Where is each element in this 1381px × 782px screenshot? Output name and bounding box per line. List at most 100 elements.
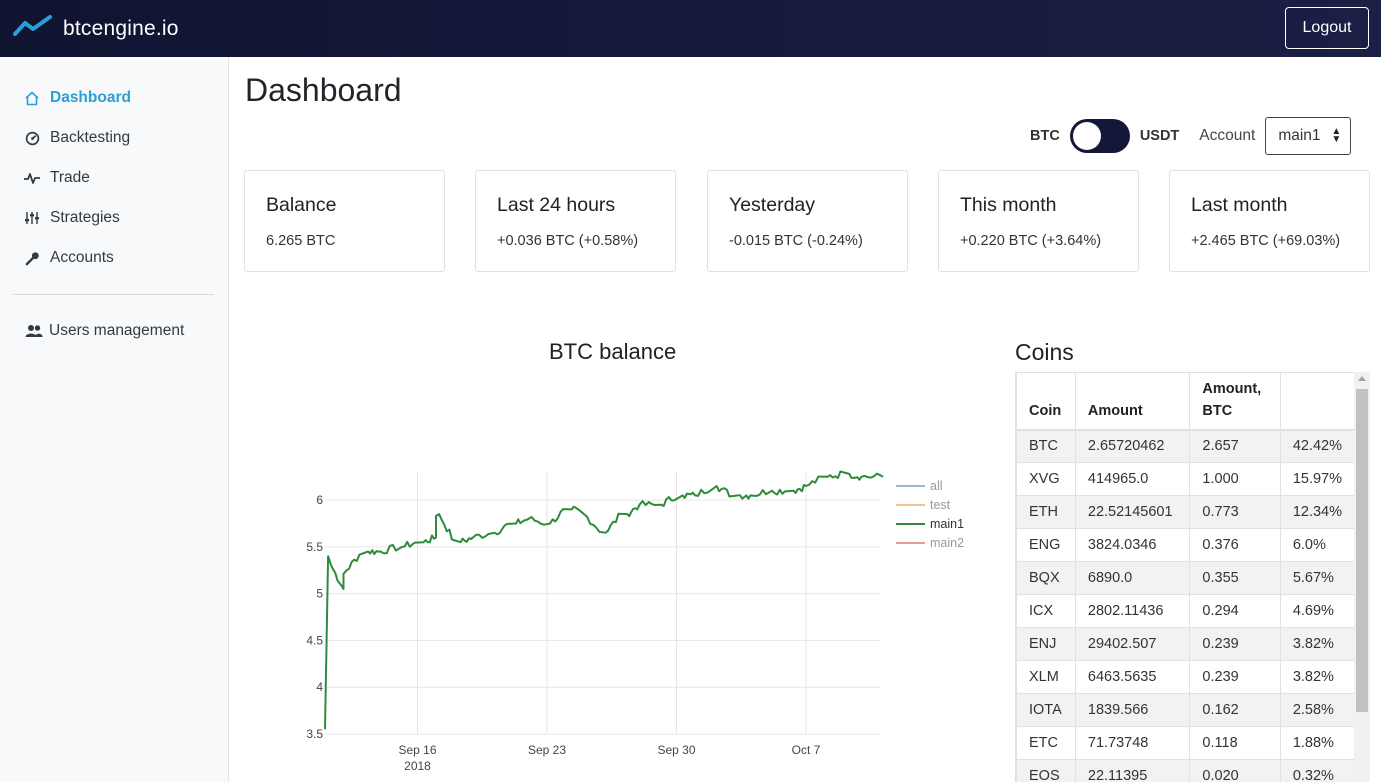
speedometer-icon: [22, 130, 42, 146]
coin-cell: ENJ: [1016, 627, 1076, 661]
table-row[interactable]: ICX 2802.11436 0.294 4.69%: [1016, 594, 1356, 628]
y-tick-label: 5: [316, 587, 323, 601]
coin-cell: ENG: [1016, 528, 1076, 562]
table-row[interactable]: IOTA 1839.566 0.162 2.58%: [1016, 693, 1356, 727]
amount-btc-cell: 0.020: [1189, 759, 1281, 782]
x-tick-label: Sep 23: [528, 743, 566, 757]
account-select[interactable]: main1 ▲ ▼: [1265, 117, 1352, 155]
card-title: Last month: [1191, 194, 1288, 216]
btc-balance-chart[interactable]: 3.5 4 4.5 5 5.5 6 Sep 16 2018 Sep 23 Sep 30 Oct 7 a…: [280, 460, 980, 782]
coin-cell: ETC: [1016, 726, 1076, 760]
sidebar-item-backtesting[interactable]: Backtesting: [22, 129, 130, 147]
share-cell: 5.67%: [1279, 561, 1356, 595]
legend-label-main2: main2: [930, 536, 964, 550]
amount-cell: 1839.566: [1074, 693, 1191, 727]
amount-cell: 22.11395: [1074, 759, 1191, 782]
amount-btc-cell: 0.355: [1189, 561, 1281, 595]
page-title: Dashboard: [245, 72, 402, 108]
y-tick-label: 4.5: [306, 633, 323, 647]
y-tick-label: 3.5: [306, 727, 323, 741]
amount-cell: 2.65720462: [1074, 429, 1191, 463]
coin-cell: XLM: [1016, 660, 1076, 694]
coins-title: Coins: [1015, 339, 1074, 365]
y-tick-label: 5.5: [306, 540, 323, 554]
coins-scrollbar[interactable]: [1354, 372, 1370, 782]
balance-card: Balance 6.265 BTC: [244, 170, 445, 272]
home-icon: [22, 90, 42, 106]
scrollbar-thumb[interactable]: [1356, 389, 1368, 712]
table-row[interactable]: BTC 2.65720462 2.657 42.42%: [1016, 429, 1356, 463]
column-header-share[interactable]: [1279, 372, 1356, 431]
sidebar-item-dashboard[interactable]: Dashboard: [22, 89, 131, 107]
amount-btc-cell: 0.239: [1189, 660, 1281, 694]
top-navbar: btcengine.io Logout: [0, 0, 1381, 57]
sidebar-item-trade[interactable]: Trade: [22, 169, 90, 187]
sliders-icon: [22, 210, 42, 226]
table-row[interactable]: ETH 22.52145601 0.773 12.34%: [1016, 495, 1356, 529]
currency-switch[interactable]: [1069, 119, 1130, 153]
account-select-value: main1: [1278, 127, 1321, 144]
table-row[interactable]: EOS 22.11395 0.020 0.32%: [1016, 759, 1356, 782]
amount-cell: 2802.11436: [1074, 594, 1191, 628]
scroll-up-arrow-icon[interactable]: [1358, 376, 1366, 381]
last-month-card: Last month +2.465 BTC (+69.03%): [1169, 170, 1370, 272]
btc-toggle-label: BTC: [1030, 128, 1060, 144]
sidebar-item-accounts[interactable]: Accounts: [22, 249, 114, 267]
card-value: +0.036 BTC (+0.58%): [497, 233, 639, 249]
logout-button[interactable]: Logout: [1285, 7, 1369, 49]
amount-cell: 6463.5635: [1074, 660, 1191, 694]
table-row[interactable]: ETC 71.73748 0.118 1.88%: [1016, 726, 1356, 760]
sidebar: Dashboard Backtesting Trade Strategies A…: [0, 57, 229, 782]
series-line-main1: [324, 470, 884, 730]
amount-btc-cell: 2.657: [1189, 429, 1281, 463]
card-title: This month: [960, 194, 1057, 216]
sidebar-item-label: Trade: [50, 169, 90, 186]
sidebar-divider: [13, 294, 214, 295]
coins-table-container[interactable]: Coin Amount Amount, BTC BTC 2.65720462 2.6…: [1015, 372, 1370, 782]
table-row[interactable]: ENG 3824.0346 0.376 6.0%: [1016, 528, 1356, 562]
coin-cell: ETH: [1016, 495, 1076, 529]
column-header-coin[interactable]: Coin: [1016, 372, 1076, 431]
table-row[interactable]: XLM 6463.5635 0.239 3.82%: [1016, 660, 1356, 694]
legend-label-all: all: [930, 479, 943, 493]
coins-table: Coin Amount Amount, BTC BTC 2.65720462 2.6…: [1016, 372, 1356, 782]
share-cell: 4.69%: [1279, 594, 1356, 628]
amount-btc-cell: 0.294: [1189, 594, 1281, 628]
table-row[interactable]: BQX 6890.0 0.355 5.67%: [1016, 561, 1356, 595]
key-icon: [22, 250, 42, 266]
brand[interactable]: btcengine.io: [13, 14, 179, 43]
sidebar-item-label: Users management: [49, 322, 185, 339]
amount-cell: 3824.0346: [1074, 528, 1191, 562]
amount-cell: 6890.0: [1074, 561, 1191, 595]
share-cell: 3.82%: [1279, 660, 1356, 694]
amount-cell: 71.73748: [1074, 726, 1191, 760]
amount-btc-cell: 1.000: [1189, 462, 1281, 496]
share-cell: 12.34%: [1279, 495, 1356, 529]
select-caret-icon: ▲ ▼: [1331, 126, 1342, 145]
table-row[interactable]: XVG 414965.0 1.000 15.97%: [1016, 462, 1356, 496]
coin-cell: ICX: [1016, 594, 1076, 628]
sidebar-item-users-management[interactable]: Users management: [24, 322, 184, 340]
yesterday-card: Yesterday -0.015 BTC (-0.24%): [707, 170, 908, 272]
share-cell: 6.0%: [1279, 528, 1356, 562]
card-title: Balance: [266, 194, 337, 216]
share-cell: 0.32%: [1279, 759, 1356, 782]
sidebar-item-strategies[interactable]: Strategies: [22, 209, 120, 227]
x-tick-label: Sep 30: [657, 743, 695, 757]
amount-btc-cell: 0.118: [1189, 726, 1281, 760]
amount-cell: 22.52145601: [1074, 495, 1191, 529]
y-tick-label: 6: [316, 493, 323, 507]
amount-btc-cell: 0.376: [1189, 528, 1281, 562]
column-header-amount[interactable]: Amount: [1074, 372, 1191, 431]
amount-cell: 29402.507: [1074, 627, 1191, 661]
card-value: +2.465 BTC (+69.03%): [1191, 233, 1341, 249]
amount-btc-cell: 0.239: [1189, 627, 1281, 661]
legend-label-test: test: [930, 498, 951, 512]
table-row[interactable]: ENJ 29402.507 0.239 3.82%: [1016, 627, 1356, 661]
chart-title: BTC balance: [549, 339, 677, 364]
account-label: Account: [1199, 127, 1256, 144]
card-title: Yesterday: [729, 194, 816, 216]
x-tick-label: Oct 7: [792, 743, 821, 757]
coin-cell: BTC: [1016, 429, 1076, 463]
column-header-amount-btc[interactable]: Amount, BTC: [1189, 372, 1281, 431]
